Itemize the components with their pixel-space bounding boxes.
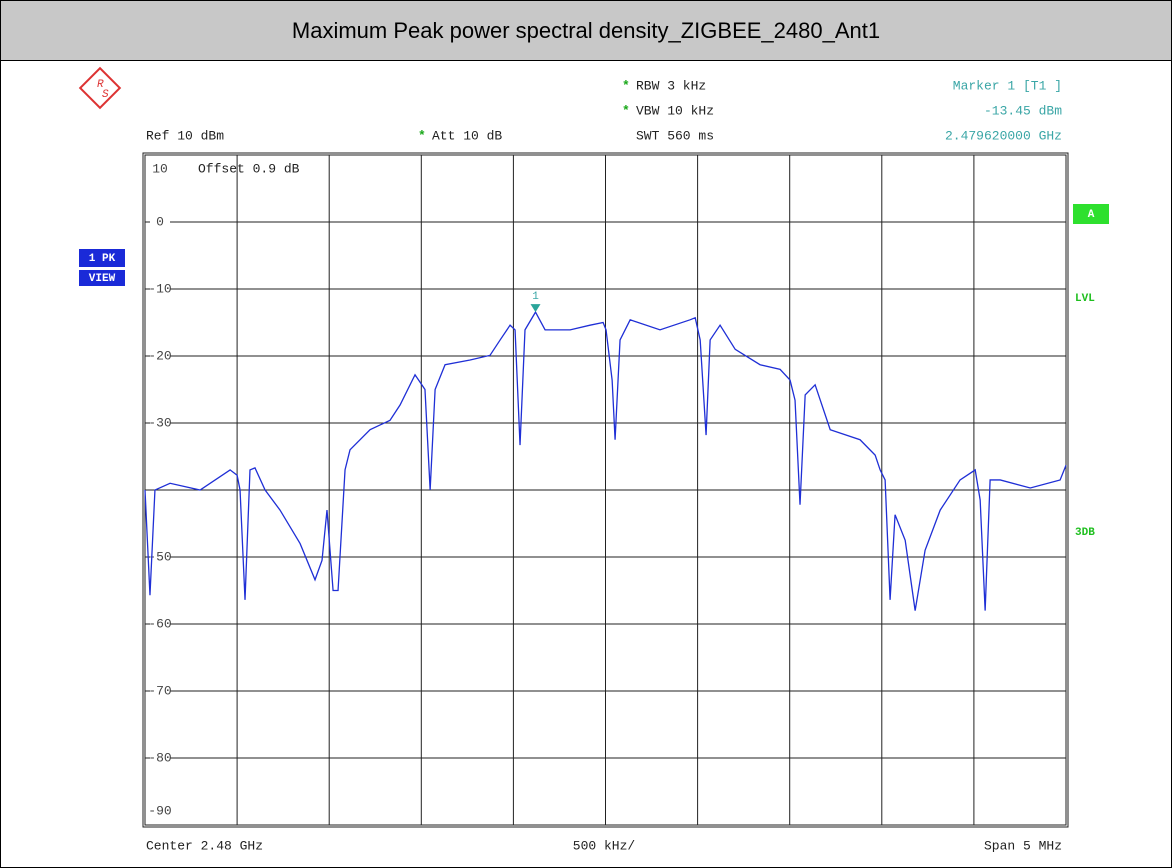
- label-bg: [150, 416, 170, 430]
- y-tick-label: -10: [148, 281, 171, 296]
- star: *: [418, 128, 426, 143]
- offset: Offset 0.9 dB: [198, 161, 300, 176]
- y-tick-label: -60: [148, 616, 171, 631]
- svg-text:R: R: [97, 79, 104, 91]
- y-tick-label: 10: [152, 161, 168, 176]
- marker-freq: 2.479620000 GHz: [945, 128, 1062, 143]
- y-tick-label: 0: [156, 214, 164, 229]
- plot-border: [142, 152, 1069, 828]
- attenuation: Att 10 dB: [432, 128, 502, 143]
- y-tick-label: -80: [148, 750, 171, 765]
- y-tick-label: -90: [148, 803, 171, 818]
- span: Span 5 MHz: [984, 838, 1062, 853]
- label-bg: [150, 684, 170, 698]
- svg-text:S: S: [102, 89, 109, 101]
- div-span: 500 kHz/: [573, 838, 636, 853]
- marker-level: -13.45 dBm: [984, 103, 1062, 118]
- label-bg: [150, 617, 170, 631]
- setting: RBW 3 kHz: [636, 78, 706, 93]
- label-bg: [150, 282, 170, 296]
- trace-badge: VIEW: [89, 273, 116, 285]
- setting: VBW 10 kHz: [636, 103, 714, 118]
- rs-logo: R S: [78, 66, 122, 110]
- label-bg: [150, 215, 170, 229]
- marker: [530, 304, 541, 313]
- side-badge: 3DB: [1075, 527, 1095, 539]
- side-badge: A: [1088, 209, 1095, 221]
- y-tick-label: -70: [148, 683, 171, 698]
- y-tick-label: -20: [148, 348, 171, 363]
- label-bg: [150, 550, 170, 564]
- y-tick-label: -30: [148, 415, 171, 430]
- ref-level: Ref 10 dBm: [146, 128, 224, 143]
- trace: [144, 310, 1067, 611]
- y-tick-label: -50: [148, 549, 171, 564]
- trace-badge: 1 PK: [89, 253, 116, 265]
- badge: [79, 270, 125, 286]
- setting: SWT 560 ms: [636, 128, 714, 143]
- label-bg: [150, 751, 170, 765]
- marker-label: 1: [532, 291, 539, 303]
- title-bar: [0, 0, 1172, 61]
- marker-name: Marker 1 [T1 ]: [953, 78, 1062, 93]
- star: *: [622, 103, 630, 118]
- side-badge: LVL: [1075, 293, 1095, 305]
- badge: [1073, 204, 1109, 224]
- label-bg: [150, 349, 170, 363]
- center-freq: Center 2.48 GHz: [146, 838, 263, 853]
- title: Maximum Peak power spectral density_ZIGB…: [292, 18, 880, 43]
- badge: [79, 249, 125, 267]
- star: *: [622, 78, 630, 93]
